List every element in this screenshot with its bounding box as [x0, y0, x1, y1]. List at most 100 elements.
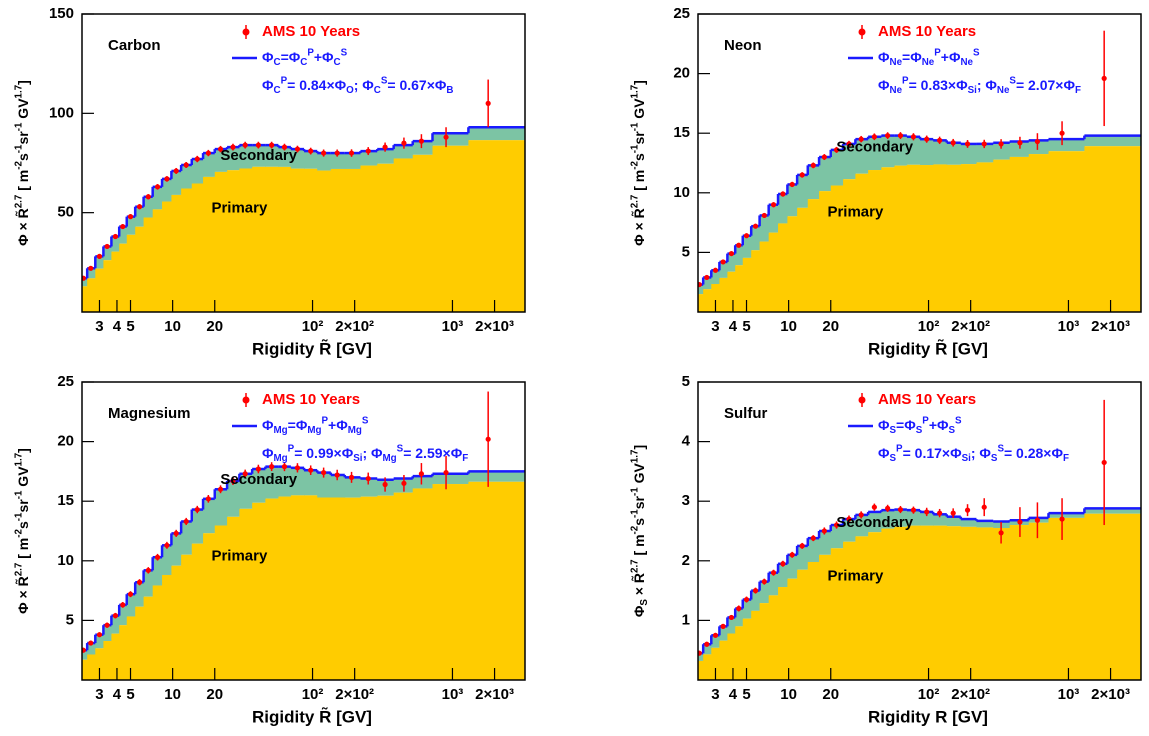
secondary-bin — [126, 594, 136, 617]
secondary-bin — [1009, 141, 1030, 157]
data-point — [833, 522, 840, 528]
x-tick-label: 20 — [822, 318, 839, 335]
primary-bin — [819, 191, 832, 312]
legend-label-part: S — [362, 415, 369, 426]
secondary-bin — [711, 635, 720, 648]
primary-bin — [703, 289, 712, 312]
data-point — [897, 506, 904, 513]
secondary-bin — [317, 472, 332, 498]
panel — [698, 399, 1141, 680]
data-point — [704, 641, 710, 647]
annotation-part: = 0.28×Φ — [1004, 445, 1063, 461]
primary-bin — [227, 516, 240, 680]
data-point — [418, 138, 425, 144]
secondary-bin — [119, 226, 128, 244]
x-tick-label: 10² — [918, 318, 940, 335]
secondary-bin — [719, 626, 728, 641]
data-point — [401, 480, 407, 486]
data-point — [382, 144, 388, 150]
secondary-bin — [227, 480, 240, 517]
secondary-bin — [330, 474, 346, 498]
primary-label: Primary — [211, 200, 268, 217]
primary-bin — [751, 250, 761, 312]
annotation-part: = 0.17×Φ — [903, 445, 962, 461]
secondary-bin — [278, 147, 292, 167]
y-axis-title-part: 2.7 — [629, 194, 640, 208]
x-tick-label: 10² — [302, 686, 324, 703]
legend-label-part: S — [955, 415, 962, 426]
data-point — [998, 530, 1004, 536]
primary-bin — [143, 217, 154, 312]
primary-bin — [412, 154, 433, 312]
primary-bin — [1009, 525, 1030, 680]
y-tick-label: 25 — [57, 373, 74, 390]
secondary-bin — [719, 261, 728, 278]
secondary-bin — [103, 246, 112, 261]
data-point — [712, 267, 719, 273]
data-point — [217, 146, 224, 152]
y-axis-title-part: GV — [631, 463, 647, 488]
primary-bin — [993, 528, 1011, 680]
legend-label: ΦMg=ΦMgP+ΦMgS — [262, 415, 369, 436]
annotation-part: ; Φ — [354, 77, 375, 93]
panel — [698, 30, 1141, 312]
secondary-bin — [152, 557, 163, 586]
primary-bin — [152, 209, 163, 312]
y-tick-label: 20 — [57, 433, 74, 450]
primary-bin — [1048, 151, 1085, 312]
primary-bin — [432, 484, 469, 680]
primary-bin — [735, 265, 744, 312]
secondary-bin — [894, 135, 908, 166]
primary-bin — [807, 199, 820, 312]
secondary-bin — [976, 143, 994, 163]
data-point — [145, 194, 151, 200]
x-axis-title: Rigidity R [GV] — [868, 707, 988, 726]
secondary-bin — [843, 143, 856, 180]
primary-bin — [252, 166, 266, 312]
data-point — [780, 191, 786, 197]
primary-bin — [162, 574, 172, 680]
x-tick-label: 2×10² — [335, 318, 374, 335]
primary-bin — [920, 525, 934, 680]
y-axis-title-part: s — [631, 518, 647, 526]
legend-label-part: Ne — [922, 57, 935, 68]
x-tick-label: 20 — [822, 686, 839, 703]
x-tick-label: 2×10³ — [1091, 318, 1130, 335]
primary-bin — [868, 532, 882, 680]
secondary-bin — [203, 498, 216, 534]
secondary-bin — [881, 510, 895, 529]
legend-label-part: P — [307, 47, 314, 58]
primary-bin — [843, 541, 856, 680]
y-axis-title-part: -1 — [629, 144, 640, 153]
y-axis-title-part: -2 — [13, 529, 24, 538]
legend-label: AMS 10 Years — [262, 391, 360, 408]
secondary-bin — [797, 174, 809, 208]
x-tick-label: 2×10³ — [475, 318, 514, 335]
y-axis-title-part: -2 — [629, 525, 640, 534]
secondary-label: Secondary — [220, 471, 297, 488]
legend-label: ΦC=ΦCP+ΦCS — [262, 47, 348, 68]
primary-bin — [87, 278, 96, 312]
primary-bin — [135, 606, 145, 680]
secondary-bin — [432, 133, 469, 146]
annotation-part: Mg — [383, 453, 397, 464]
primary-bin — [265, 166, 279, 312]
data-point — [164, 542, 170, 548]
secondary-bin — [265, 145, 279, 167]
legend-label-part: =Φ — [902, 49, 922, 65]
y-axis-title-part: S — [639, 599, 650, 606]
plot-frame — [81, 381, 526, 681]
primary-bin — [1048, 517, 1085, 680]
legend-label-part: =Φ — [288, 417, 308, 433]
annotation: ΦCP= 0.84×ΦO; ΦCS= 0.67×ΦB — [262, 75, 453, 96]
legend-label-part: C — [274, 57, 281, 68]
data-point — [1059, 516, 1065, 522]
x-tick-label: 10² — [918, 686, 940, 703]
data-point — [846, 516, 852, 522]
element-label: Sulfur — [724, 405, 767, 422]
y-axis-title-part: Φ × R̃ — [14, 576, 31, 614]
y-axis-title-part: [ m — [631, 534, 647, 559]
data-point — [858, 512, 864, 518]
data-point — [96, 253, 103, 259]
